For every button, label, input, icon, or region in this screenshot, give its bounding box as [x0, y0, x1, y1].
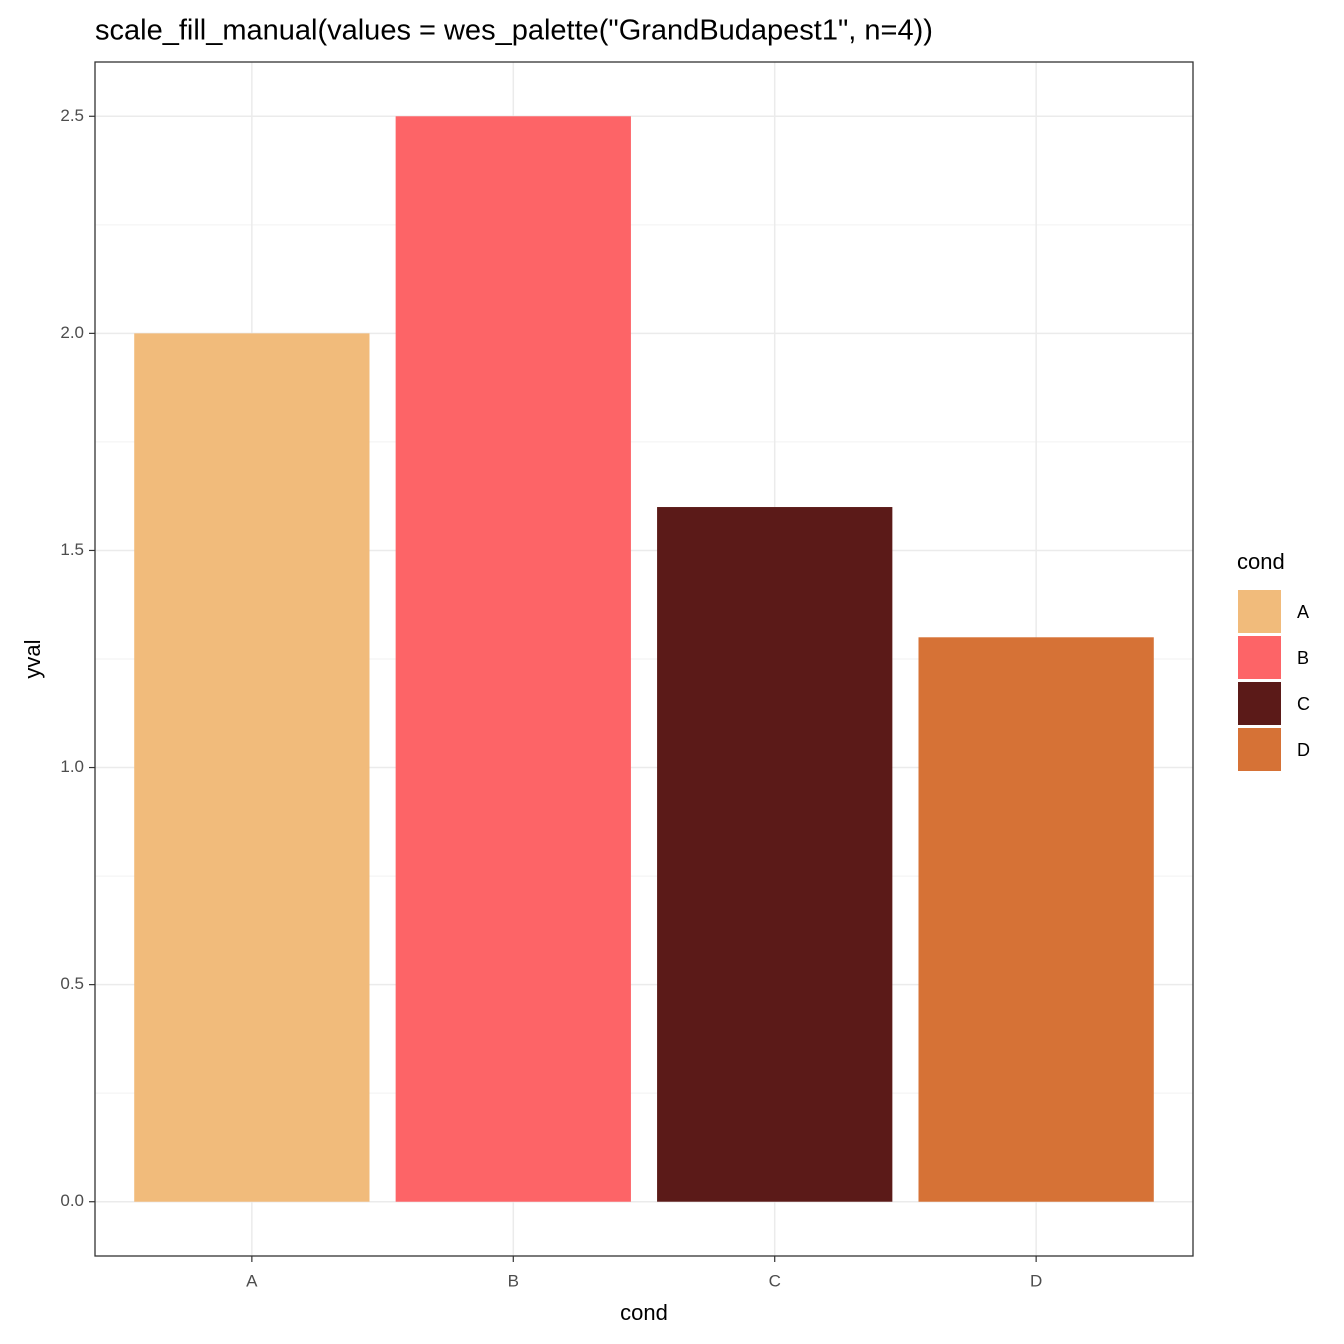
legend-label: A — [1297, 602, 1309, 622]
bar — [918, 637, 1154, 1202]
y-axis-title: yval — [20, 639, 45, 678]
legend-label: C — [1297, 694, 1310, 714]
legend-label: B — [1297, 648, 1309, 668]
legend-label: D — [1297, 740, 1310, 760]
bar — [657, 507, 893, 1202]
legend-key — [1238, 590, 1281, 633]
x-tick-label: B — [508, 1271, 519, 1290]
y-tick-label: 0.5 — [60, 974, 84, 993]
legend-key — [1238, 636, 1281, 679]
y-tick-label: 0.0 — [60, 1191, 84, 1210]
x-axis-title: cond — [620, 1300, 668, 1325]
bar — [395, 116, 631, 1202]
y-tick-label: 2.0 — [60, 323, 84, 342]
x-tick-label: D — [1030, 1271, 1042, 1290]
y-tick-label: 2.5 — [60, 106, 84, 125]
legend-title: cond — [1237, 549, 1285, 574]
bar — [134, 333, 370, 1202]
chart-title: scale_fill_manual(values = wes_palette("… — [95, 15, 933, 47]
legend-key — [1238, 728, 1281, 771]
plot-border — [94, 61, 1194, 1257]
legend-key — [1238, 682, 1281, 725]
x-tick-label: A — [246, 1271, 258, 1290]
x-tick-label: C — [769, 1271, 781, 1290]
y-tick-label: 1.0 — [60, 757, 84, 776]
y-tick-label: 1.5 — [60, 540, 84, 559]
